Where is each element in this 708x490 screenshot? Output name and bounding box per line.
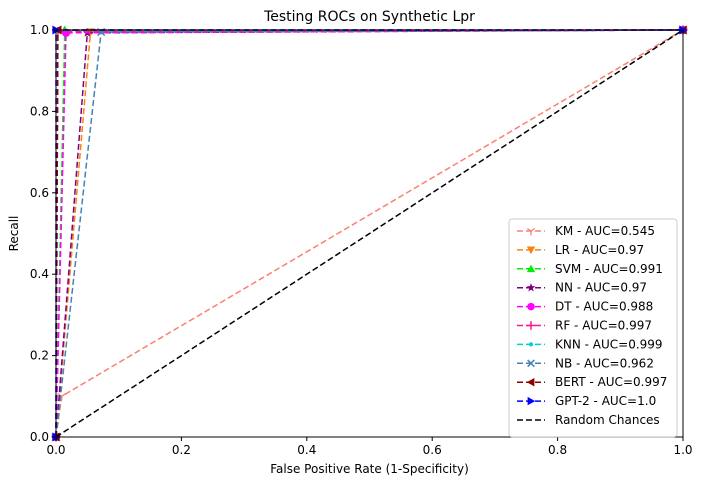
y-axis-label: Recall (7, 216, 21, 252)
x-tick-label: 1.0 (673, 443, 692, 457)
x-tick-label: 0.4 (297, 443, 316, 457)
legend-label: KNN - AUC=0.999 (555, 337, 663, 351)
legend-label: LR - AUC=0.97 (555, 243, 644, 257)
series-marker (526, 246, 536, 255)
series-marker (527, 396, 536, 406)
legend-label: Random Chances (555, 413, 660, 427)
x-tick-label: 0.0 (46, 443, 65, 457)
legend: KM - AUC=0.545 LR - AUC=0.97 SVM - AUC=0.9… (508, 218, 678, 438)
y-tick-label: 0.0 (30, 430, 49, 444)
legend-label: SVM - AUC=0.991 (555, 262, 663, 276)
series-marker (526, 264, 536, 273)
legend-label: NB - AUC=0.962 (555, 356, 654, 370)
series-marker (528, 342, 534, 347)
series-marker (526, 378, 535, 387)
x-tick-label: 0.2 (172, 443, 191, 457)
x-tick-label: 0.8 (548, 443, 567, 457)
x-tick-label: 0.6 (423, 443, 442, 457)
legend-label: KM - AUC=0.545 (555, 224, 655, 238)
legend-box (508, 218, 678, 438)
legend-label: RF - AUC=0.997 (555, 319, 652, 333)
legend-label: BERT - AUC=0.997 (555, 375, 667, 389)
series-marker (526, 283, 536, 292)
y-tick-label: 1.0 (30, 23, 49, 37)
x-axis-label: False Positive Rate (1-Specificity) (270, 462, 469, 476)
y-tick-label: 0.4 (30, 267, 49, 281)
series-line (55, 29, 684, 438)
legend-label: DT - AUC=0.988 (555, 300, 653, 314)
legend-label: NN - AUC=0.97 (555, 281, 647, 295)
series-marker (526, 321, 536, 330)
series-marker (526, 227, 536, 236)
legend-label: GPT-2 - AUC=1.0 (555, 394, 656, 408)
series-marker (527, 302, 535, 311)
y-tick-label: 0.6 (30, 186, 49, 200)
y-tick-label: 0.2 (30, 349, 49, 363)
axis-ticks-layer: 0.0 0.2 0.4 0.6 0.8 1.0 0.0 0.2 0.4 0.6 0.8 1.0 (30, 23, 693, 457)
chart-title: Testing ROCs on Synthetic Lpr (263, 9, 475, 25)
y-tick-label: 0.8 (30, 104, 49, 118)
series-marker (527, 359, 535, 368)
plot-frame (55, 29, 684, 438)
